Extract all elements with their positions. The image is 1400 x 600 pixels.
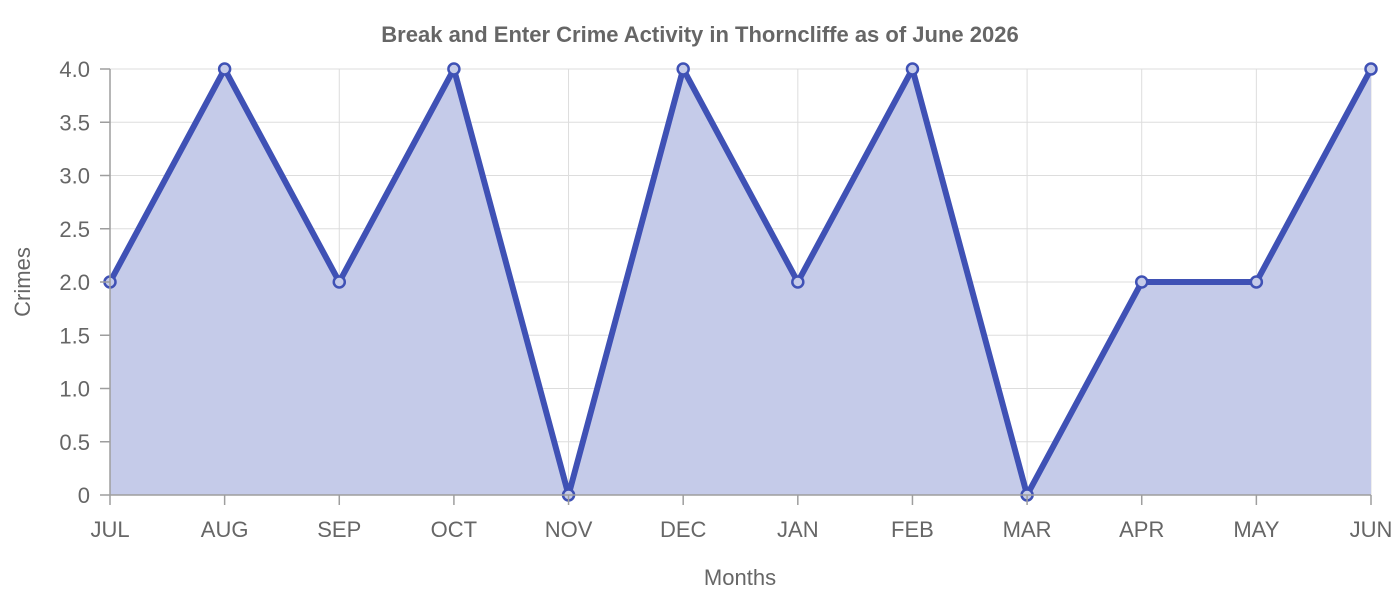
y-axis-title: Crimes (10, 247, 35, 317)
x-tick-label: JAN (777, 517, 819, 542)
x-tick-label: APR (1119, 517, 1164, 542)
x-tick-label: MAY (1233, 517, 1279, 542)
y-tick-label: 2.0 (59, 270, 90, 295)
y-tick-label: 3.5 (59, 110, 90, 135)
y-tick-label: 0.5 (59, 430, 90, 455)
data-point (447, 62, 461, 76)
y-tick-label: 1.0 (59, 377, 90, 402)
x-tick-label: NOV (545, 517, 593, 542)
x-axis-title: Months (704, 565, 776, 590)
x-tick-label: JUN (1350, 517, 1393, 542)
axes (100, 68, 1372, 505)
x-tick-label: MAR (1003, 517, 1052, 542)
data-point (676, 62, 690, 76)
x-tick-label: OCT (431, 517, 477, 542)
data-point (1249, 275, 1264, 289)
y-tick-label: 2.5 (59, 217, 90, 242)
x-tick-label: AUG (201, 517, 249, 542)
data-point (332, 275, 347, 289)
data-point (217, 62, 232, 76)
series-area-fill (110, 69, 1371, 495)
x-tick-label: JUL (90, 517, 129, 542)
data-point (905, 62, 920, 76)
x-tick-label: FEB (891, 517, 934, 542)
data-point (791, 275, 805, 289)
chart-title: Break and Enter Crime Activity in Thornc… (381, 22, 1018, 47)
data-point (1134, 275, 1149, 289)
x-tick-label: DEC (660, 517, 707, 542)
tick-labels: 0 0.5 1.0 1.5 2.0 2.5 3.0 3.5 4.0 JUL AUG SEP OCT NOV… (59, 57, 1392, 542)
x-tick-label: SEP (317, 517, 361, 542)
series-line (107, 66, 1374, 498)
y-tick-label: 1.5 (59, 323, 90, 348)
y-tick-label: 0 (78, 483, 90, 508)
data-point (1364, 62, 1378, 76)
y-tick-label: 4.0 (59, 57, 90, 82)
y-tick-label: 3.0 (59, 164, 90, 189)
